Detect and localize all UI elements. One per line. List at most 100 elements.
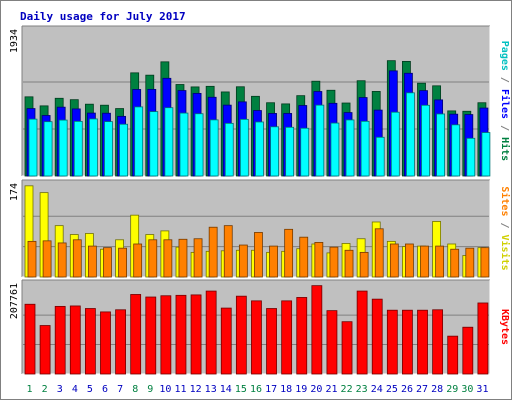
x-tick-day-10: 10 — [159, 384, 171, 395]
bar-kbytes-day-30 — [462, 326, 474, 375]
bar-kbytes-day-1 — [24, 303, 36, 375]
bar-pages-day-1 — [28, 118, 38, 177]
bar-kbytes-day-13 — [205, 290, 217, 375]
side-label-part: Visits — [499, 235, 511, 271]
bar-kbytes-day-3 — [54, 305, 66, 375]
side-label-part: Sites — [499, 186, 511, 216]
bar-sites-day-10 — [163, 239, 173, 278]
bar-pages-day-8 — [134, 106, 144, 177]
side-label-part: Hits — [499, 137, 511, 161]
bar-pages-day-22 — [345, 119, 355, 177]
bar-kbytes-day-14 — [220, 307, 232, 375]
bar-pages-day-30 — [466, 137, 476, 177]
x-tick-day-8: 8 — [132, 384, 138, 395]
bar-sites-day-30 — [465, 247, 475, 278]
bar-kbytes-day-12 — [190, 294, 202, 375]
bar-kbytes-day-7 — [115, 309, 126, 375]
x-tick-day-31: 31 — [476, 384, 488, 395]
bar-pages-day-25 — [390, 111, 400, 177]
x-tick-day-17: 17 — [265, 384, 277, 395]
chart-title: Daily usage for July 2017 — [20, 10, 186, 23]
bar-kbytes-day-8 — [130, 294, 142, 375]
bar-pages-day-29 — [451, 124, 461, 177]
x-tick-day-5: 5 — [87, 384, 93, 395]
series-kbytes — [24, 285, 489, 375]
bar-pages-day-19 — [300, 127, 310, 177]
x-tick-day-21: 21 — [325, 384, 337, 395]
x-tick-day-19: 19 — [295, 384, 307, 395]
bar-kbytes-day-10 — [160, 295, 172, 375]
x-tick-day-28: 28 — [431, 384, 443, 395]
bar-sites-day-22 — [344, 249, 354, 278]
x-tick-day-18: 18 — [280, 384, 292, 395]
side-label-part: / — [499, 216, 510, 234]
bar-pages-day-27 — [421, 104, 430, 177]
x-tick-day-16: 16 — [250, 384, 262, 395]
bar-sites-day-18 — [284, 228, 294, 278]
bar-pages-day-28 — [436, 113, 446, 177]
x-axis-labels: 1 2 3 4 5 6 7 8 9 10 11 12 13 14 15 16 17 18 19 20 21 22 23 24 2… — [27, 384, 489, 395]
bar-sites-day-1 — [27, 240, 37, 278]
x-tick-day-12: 12 — [190, 384, 202, 395]
bar-sites-day-19 — [299, 236, 309, 278]
x-tick-day-7: 7 — [117, 384, 123, 395]
bar-kbytes-day-27 — [417, 309, 428, 375]
bar-kbytes-day-2 — [39, 325, 51, 375]
bar-sites-day-26 — [405, 243, 414, 278]
bar-kbytes-day-9 — [145, 296, 157, 375]
bar-pages-day-18 — [285, 126, 295, 177]
x-tick-day-20: 20 — [310, 384, 322, 395]
bar-sites-day-13 — [208, 226, 218, 278]
series-pages — [28, 92, 491, 177]
x-tick-day-4: 4 — [72, 384, 78, 395]
bar-sites-day-16 — [254, 232, 263, 278]
panel-kbytes: 207761 KBytes — [9, 279, 510, 375]
x-tick-day-29: 29 — [446, 384, 458, 395]
series-sites — [27, 225, 490, 278]
bar-sites-day-3 — [57, 242, 67, 278]
side-label-part: / — [499, 119, 510, 137]
bar-kbytes-day-15 — [235, 295, 247, 375]
bar-kbytes-day-21 — [326, 310, 338, 375]
x-tick-day-1: 1 — [27, 384, 33, 395]
x-tick-day-27: 27 — [416, 384, 428, 395]
y-max-label: 1934 — [9, 29, 20, 53]
bar-sites-day-25 — [389, 243, 399, 278]
bar-sites-day-6 — [103, 247, 112, 278]
bar-kbytes-day-11 — [175, 294, 187, 375]
bar-kbytes-day-20 — [311, 285, 323, 375]
bar-pages-day-24 — [375, 136, 385, 177]
bar-pages-day-16 — [255, 121, 264, 177]
bar-sites-day-8 — [133, 243, 143, 278]
bar-kbytes-day-17 — [266, 308, 277, 375]
x-tick-day-30: 30 — [461, 384, 473, 395]
bar-pages-day-4 — [73, 120, 83, 177]
bar-pages-day-3 — [58, 119, 68, 177]
panel-hits: 1934 Pages / Files / Hits — [9, 25, 511, 177]
x-tick-day-11: 11 — [174, 384, 186, 395]
bar-sites-day-4 — [72, 239, 82, 278]
bar-sites-day-14 — [223, 225, 233, 278]
x-tick-day-2: 2 — [42, 384, 48, 395]
bar-pages-day-21 — [330, 122, 340, 177]
y-max-label: 207761 — [9, 283, 20, 319]
bar-sites-day-20 — [314, 242, 324, 278]
bar-kbytes-day-19 — [296, 297, 308, 375]
bar-pages-day-5 — [88, 118, 98, 177]
bar-sites-day-11 — [178, 238, 188, 278]
side-label-part: Pages — [499, 41, 510, 71]
bar-sites-day-9 — [148, 239, 158, 278]
bar-kbytes-day-31 — [477, 302, 489, 375]
bar-sites-day-28 — [435, 245, 445, 278]
bar-kbytes-day-18 — [281, 300, 293, 375]
side-label-part: KBytes — [499, 309, 510, 345]
bar-pages-day-2 — [43, 121, 53, 177]
bar-sites-day-31 — [480, 247, 490, 278]
bar-sites-day-21 — [329, 246, 339, 278]
bar-kbytes-day-29 — [447, 335, 459, 375]
bar-kbytes-day-22 — [341, 321, 353, 375]
bar-sites-day-17 — [269, 245, 278, 278]
bar-pages-day-31 — [481, 132, 491, 177]
bar-pages-day-17 — [270, 126, 279, 177]
